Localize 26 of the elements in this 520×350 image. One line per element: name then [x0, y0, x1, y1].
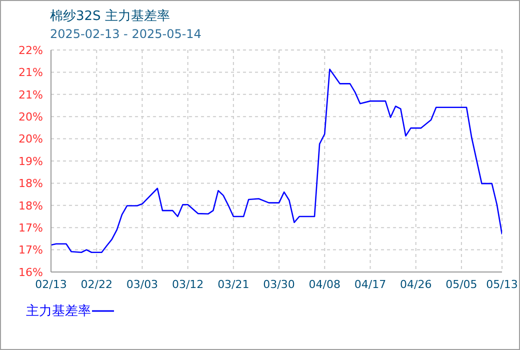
line-series	[51, 68, 502, 254]
x-tick-label: 03/12	[172, 278, 204, 291]
y-tick-label: 22%	[18, 44, 43, 57]
chart-title: 棉纱32S 主力基差率	[50, 8, 170, 25]
y-tick-label: 21%	[18, 66, 43, 80]
y-tick-label: 19%	[18, 154, 43, 168]
y-tick-label: 18%	[18, 199, 43, 212]
y-tick-label: 20%	[18, 110, 43, 124]
y-tick-label: 17%	[18, 222, 43, 235]
y-tick-label: 18%	[18, 177, 43, 190]
x-tick-label: 05/05	[446, 278, 478, 291]
x-tick-label: 04/17	[354, 278, 386, 291]
x-tick-label: 03/30	[263, 278, 295, 291]
legend-label: 主力基差率	[26, 303, 92, 320]
x-tick-label: 02/13	[35, 278, 67, 291]
y-tick-label: 17%	[18, 244, 43, 257]
y-tick-label: 21%	[18, 88, 43, 102]
x-tick-label: 03/21	[218, 278, 250, 291]
x-tick-label: 05/13	[486, 278, 518, 291]
y-tick-label: 20%	[18, 132, 43, 146]
x-tick-label: 02/22	[80, 278, 112, 291]
y-tick-label: 16%	[18, 266, 43, 279]
chart-subtitle: 2025-02-13 - 2025-05-14	[50, 27, 202, 41]
x-tick-label: 04/08	[308, 278, 340, 291]
x-tick-label: 03/03	[126, 278, 158, 291]
x-tick-label: 04/26	[400, 278, 432, 291]
